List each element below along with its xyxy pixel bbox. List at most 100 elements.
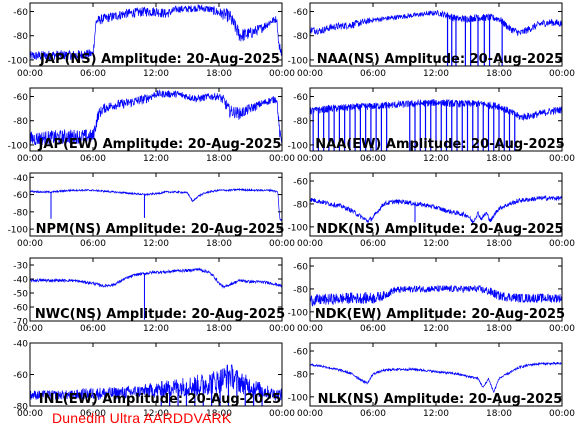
x-tick-label: 06:00 <box>80 324 106 334</box>
chart-title: NPM(NS) Amplitude: 20-Aug-2025 <box>36 222 285 237</box>
x-tick-label: 18:00 <box>206 69 232 79</box>
y-tick-label: -100 <box>288 393 309 403</box>
chart-panel: -70 -60 -50 -40 -30 00:00 06:00 12:00 18:00 00:00… <box>13 257 295 334</box>
x-tick-label: 00:00 <box>297 324 323 334</box>
y-tick-label: -60 <box>13 93 28 103</box>
x-tick-label: 00:00 <box>17 154 43 164</box>
series-line <box>30 187 282 222</box>
chart-panel: -100 -80 -60 00:00 06:00 12:00 18:00 00:00 NAA(N… <box>288 2 575 79</box>
y-tick-label: -80 <box>13 117 28 127</box>
x-tick-label: 00:00 <box>549 69 575 79</box>
y-tick-label: -100 <box>288 308 309 318</box>
y-tick-label: -80 <box>293 32 308 42</box>
x-tick-label: 12:00 <box>143 409 169 419</box>
chart-panel: -100 -80 -60 00:00 06:00 12:00 18:00 00:00 NAA(E… <box>288 87 575 164</box>
chart-title: NDK(EW) Amplitude: 20-Aug-2025 <box>315 307 565 322</box>
y-tick-label: -60 <box>13 8 28 18</box>
chart-title: NAA(NS) Amplitude: 20-Aug-2025 <box>317 52 563 67</box>
y-tick-label: -60 <box>293 178 308 188</box>
y-tick-label: -80 <box>293 370 308 380</box>
x-tick-label: 06:00 <box>80 69 106 79</box>
y-tick-label: -100 <box>288 141 309 151</box>
y-tick-label: -80 <box>293 117 308 127</box>
series-line <box>30 267 282 289</box>
series-line <box>30 364 282 402</box>
y-tick-label: -100 <box>8 141 29 151</box>
y-tick-label: -60 <box>13 191 28 201</box>
x-tick-label: 12:00 <box>423 239 449 249</box>
station-footer: Dunedin Ultra AARDDVARK <box>52 410 232 426</box>
series-line <box>30 3 282 60</box>
x-tick-label: 18:00 <box>206 239 232 249</box>
chart-title: JAP(NS) Amplitude: 20-Aug-2025 <box>39 52 280 67</box>
y-tick-label: -50 <box>13 290 28 300</box>
x-tick-label: 12:00 <box>143 69 169 79</box>
chart-title: NDK(NS) Amplitude: 20-Aug-2025 <box>316 222 563 237</box>
x-tick-label: 12:00 <box>423 324 449 334</box>
x-tick-label: 00:00 <box>269 409 295 419</box>
chart-panel: -80 -60 -40 00:00 06:00 12:00 18:00 00:00 INL(EW… <box>13 340 295 420</box>
y-tick-label: -80 <box>293 285 308 295</box>
chart-panel: -100 -80 -60 00:00 06:00 12:00 18:00 00:00 NDK(E… <box>288 257 575 334</box>
x-tick-label: 06:00 <box>360 154 386 164</box>
x-tick-label: 18:00 <box>206 154 232 164</box>
x-tick-label: 06:00 <box>80 239 106 249</box>
chart-panel: -100 -80 -60 00:00 06:00 12:00 18:00 00:00 JAP(E… <box>8 87 295 164</box>
y-tick-label: -60 <box>293 8 308 18</box>
chart-title: NWC(NS) Amplitude: 20-Aug-2025 <box>35 307 285 322</box>
x-tick-label: 00:00 <box>269 154 295 164</box>
y-tick-label: -100 <box>288 56 309 66</box>
series-line <box>310 284 562 307</box>
x-tick-label: 06:00 <box>80 154 106 164</box>
chart-panel: -100 -80 -60 00:00 06:00 12:00 18:00 00:00 NDK(N… <box>288 172 575 249</box>
chart-panel: -100 -80 -60 -40 00:00 06:00 12:00 18:00 00:00 NP… <box>8 172 295 249</box>
x-tick-label: 00:00 <box>549 409 575 419</box>
x-tick-label: 18:00 <box>486 239 512 249</box>
y-tick-label: -60 <box>293 263 308 273</box>
y-tick-label: -80 <box>13 208 28 218</box>
y-tick-label: -40 <box>13 276 28 286</box>
y-tick-label: -70 <box>13 318 28 328</box>
x-tick-label: 00:00 <box>269 69 295 79</box>
series-line <box>310 194 562 224</box>
x-tick-label: 06:00 <box>360 409 386 419</box>
y-tick-label: -60 <box>13 371 28 381</box>
x-tick-label: 12:00 <box>423 154 449 164</box>
x-tick-label: 06:00 <box>360 324 386 334</box>
y-tick-label: -100 <box>8 226 29 236</box>
y-tick-label: -60 <box>293 348 308 358</box>
chart-title: INL(EW) Amplitude: 20-Aug-2025 <box>39 392 281 407</box>
x-tick-label: 12:00 <box>143 239 169 249</box>
x-tick-label: 12:00 <box>423 69 449 79</box>
series-line <box>310 361 562 393</box>
x-tick-label: 12:00 <box>143 154 169 164</box>
x-tick-label: 06:00 <box>360 69 386 79</box>
x-tick-label: 00:00 <box>17 409 43 419</box>
x-tick-label: 18:00 <box>206 409 232 419</box>
x-tick-label: 06:00 <box>80 409 106 419</box>
y-tick-label: -60 <box>13 304 28 314</box>
x-tick-label: 18:00 <box>486 154 512 164</box>
x-tick-label: 18:00 <box>486 69 512 79</box>
x-tick-label: 00:00 <box>17 324 43 334</box>
series-line <box>310 10 562 36</box>
x-tick-label: 00:00 <box>549 239 575 249</box>
y-tick-label: -60 <box>293 93 308 103</box>
x-tick-label: 00:00 <box>17 239 43 249</box>
y-tick-label: -40 <box>13 340 28 350</box>
x-tick-label: 00:00 <box>297 409 323 419</box>
x-tick-label: 00:00 <box>549 324 575 334</box>
chart-title: JAP(EW) Amplitude: 20-Aug-2025 <box>38 137 282 152</box>
x-tick-label: 00:00 <box>549 154 575 164</box>
chart-panel: -100 -80 -60 00:00 06:00 12:00 18:00 00:00 JAP(N… <box>8 2 295 79</box>
chart-title: NLK(NS) Amplitude: 20-Aug-2025 <box>318 392 563 407</box>
y-tick-label: -30 <box>13 262 28 272</box>
y-tick-label: -80 <box>293 200 308 210</box>
x-tick-label: 00:00 <box>297 69 323 79</box>
x-tick-label: 00:00 <box>269 239 295 249</box>
x-tick-label: 00:00 <box>17 69 43 79</box>
series-line <box>30 89 282 147</box>
x-tick-label: 00:00 <box>297 239 323 249</box>
chart-title: NAA(EW) Amplitude: 20-Aug-2025 <box>315 137 564 152</box>
